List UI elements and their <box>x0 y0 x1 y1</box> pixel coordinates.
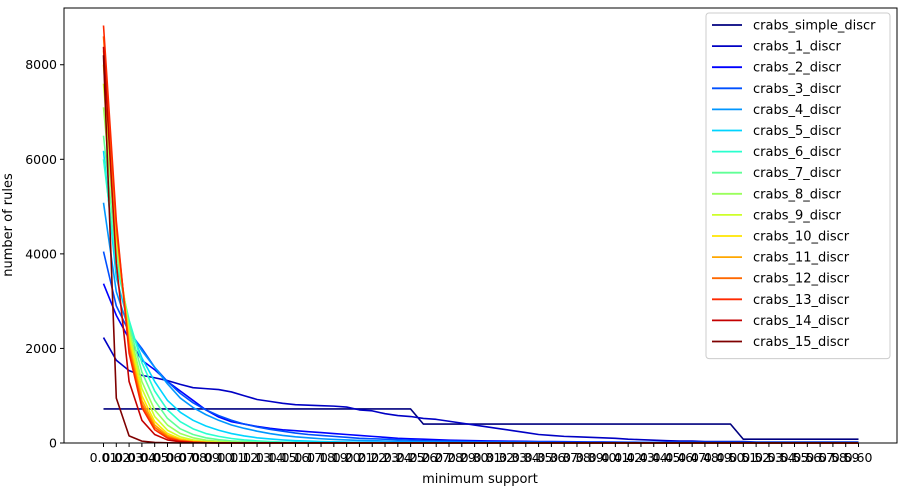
x-tick-label: 0.33 <box>499 450 527 465</box>
x-tick-label: 0.41 <box>601 450 629 465</box>
series-line-crabs_1_discr <box>102 337 859 443</box>
x-axis-label: minimum support <box>422 472 538 487</box>
x-tick-label: 0.24 <box>384 450 412 465</box>
x-tick-label: 0.49 <box>704 450 732 465</box>
legend-label: crabs_3_discr <box>753 82 842 97</box>
legend-label: crabs_4_discr <box>753 103 842 118</box>
legend-label: crabs_2_discr <box>753 61 842 76</box>
x-tick-label: 0.19 <box>320 450 348 465</box>
x-tick-label: 0.01 <box>90 450 118 465</box>
x-tick-label: 0.51 <box>729 450 757 465</box>
y-tick-label: 0 <box>49 436 57 451</box>
x-tick-label: 0.31 <box>473 450 501 465</box>
legend-label: crabs_13_discr <box>753 293 850 308</box>
x-tick-label: 0.60 <box>845 450 873 465</box>
x-tick-label: 0.59 <box>832 450 860 465</box>
x-tick-label: 0.22 <box>358 450 386 465</box>
y-tick-label: 4000 <box>25 246 57 261</box>
x-tick-label: 0.38 <box>563 450 591 465</box>
x-tick-label: 0.36 <box>537 450 565 465</box>
x-tick-label: 0.13 <box>243 450 271 465</box>
x-tick-label: 0.57 <box>806 450 834 465</box>
x-axis: 0.010.020.030.040.050.060.070.080.090.10… <box>90 443 873 465</box>
x-tick-label: 0.50 <box>717 450 745 465</box>
x-tick-label: 0.06 <box>154 450 182 465</box>
x-tick-label: 0.47 <box>678 450 706 465</box>
x-tick-label: 0.23 <box>371 450 399 465</box>
legend-label: crabs_1_discr <box>753 40 842 55</box>
plot-frame <box>63 7 898 444</box>
legend-label: crabs_simple_discr <box>753 19 876 34</box>
legend-label: crabs_11_discr <box>753 251 850 266</box>
x-tick-label: 0.04 <box>128 450 156 465</box>
x-tick-label: 0.02 <box>102 450 130 465</box>
x-tick-label: 0.05 <box>141 450 169 465</box>
legend-label: crabs_6_discr <box>753 145 842 160</box>
x-tick-label: 0.14 <box>256 450 284 465</box>
x-tick-label: 0.40 <box>589 450 617 465</box>
series-line-crabs_simple_discr <box>103 408 859 441</box>
x-tick-label: 0.43 <box>627 450 655 465</box>
x-tick-label: 0.07 <box>166 450 194 465</box>
x-tick-label: 0.55 <box>781 450 809 465</box>
legend: crabs_simple_discr crabs_1_discr crabs_2_d… <box>705 12 891 360</box>
legend-label: crabs_5_discr <box>753 124 842 139</box>
x-tick-label: 0.35 <box>525 450 553 465</box>
x-tick-label: 0.25 <box>397 450 425 465</box>
y-tick-label: 8000 <box>25 57 57 72</box>
x-tick-label: 0.10 <box>205 450 233 465</box>
x-tick-label: 0.18 <box>307 450 335 465</box>
y-axis-label: number of rules <box>1 173 16 277</box>
x-tick-label: 0.08 <box>179 450 207 465</box>
legend-label: crabs_15_discr <box>753 335 850 350</box>
x-tick-label: 0.52 <box>742 450 770 465</box>
legend-label: crabs_10_discr <box>753 230 850 245</box>
x-tick-label: 0.17 <box>294 450 322 465</box>
x-tick-label: 0.54 <box>768 450 796 465</box>
x-tick-label: 0.27 <box>422 450 450 465</box>
legend-label: crabs_9_discr <box>753 208 842 223</box>
x-tick-label: 0.28 <box>435 450 463 465</box>
y-tick-label: 2000 <box>25 341 57 356</box>
x-tick-label: 0.58 <box>819 450 847 465</box>
x-tick-label: 0.16 <box>282 450 310 465</box>
x-tick-label: 0.37 <box>550 450 578 465</box>
legend-box <box>705 12 891 360</box>
x-tick-label: 0.30 <box>461 450 489 465</box>
x-tick-label: 0.53 <box>755 450 783 465</box>
x-tick-label: 0.29 <box>448 450 476 465</box>
legend-label: crabs_7_discr <box>753 166 842 181</box>
x-tick-label: 0.39 <box>576 450 604 465</box>
x-tick-label: 0.12 <box>230 450 258 465</box>
legend-label: crabs_12_discr <box>753 272 850 287</box>
x-tick-label: 0.44 <box>640 450 668 465</box>
x-tick-label: 0.26 <box>409 450 437 465</box>
x-tick-label: 0.21 <box>346 450 374 465</box>
x-tick-label: 0.32 <box>486 450 514 465</box>
legend-label: crabs_8_discr <box>753 187 842 202</box>
x-tick-label: 0.56 <box>793 450 821 465</box>
x-tick-label: 0.42 <box>614 450 642 465</box>
x-tick-label: 0.48 <box>691 450 719 465</box>
x-tick-label: 0.34 <box>512 450 540 465</box>
y-tick-label: 6000 <box>25 152 57 167</box>
x-tick-label: 0.45 <box>653 450 681 465</box>
y-axis: 0 2000 4000 6000 8000 <box>25 57 64 451</box>
legend-label: crabs_14_discr <box>753 314 850 329</box>
x-tick-label: 0.20 <box>333 450 361 465</box>
x-tick-label: 0.03 <box>115 450 143 465</box>
x-tick-label: 0.46 <box>665 450 693 465</box>
x-tick-label: 0.11 <box>218 450 246 465</box>
x-tick-label: 0.09 <box>192 450 220 465</box>
x-tick-label: 0.15 <box>269 450 297 465</box>
